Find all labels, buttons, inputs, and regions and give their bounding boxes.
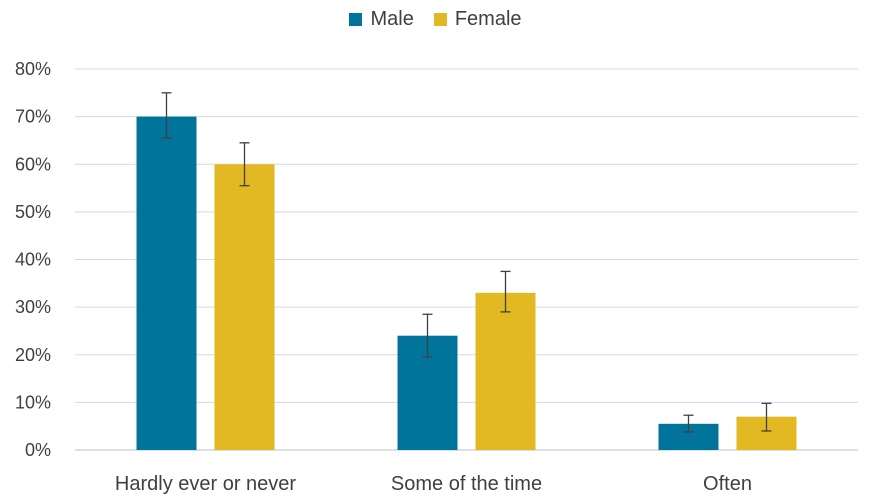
y-tick-label: 0% — [25, 440, 51, 460]
legend: Male Female — [0, 8, 871, 31]
legend-swatch-female — [433, 13, 447, 26]
legend-label-female: Female — [454, 8, 522, 30]
y-tick-label: 50% — [15, 202, 51, 222]
y-tick-label: 20% — [15, 345, 51, 365]
y-tick-label: 30% — [15, 297, 51, 317]
bar — [214, 164, 275, 450]
y-tick-label: 80% — [15, 59, 51, 79]
y-tick-label: 40% — [15, 250, 51, 270]
legend-item-female: Female — [433, 8, 522, 31]
bar — [136, 116, 197, 450]
y-tick-label: 10% — [15, 392, 51, 412]
bar — [475, 292, 536, 450]
x-category-label: Often — [703, 473, 752, 495]
y-tick-label: 60% — [15, 154, 51, 174]
legend-swatch-male — [349, 13, 363, 26]
x-category-label: Hardly ever or never — [115, 473, 297, 495]
x-category-label: Some of the time — [391, 473, 542, 495]
y-tick-label: 70% — [15, 107, 51, 127]
legend-item-male: Male — [349, 8, 414, 31]
legend-label-male: Male — [370, 8, 414, 30]
